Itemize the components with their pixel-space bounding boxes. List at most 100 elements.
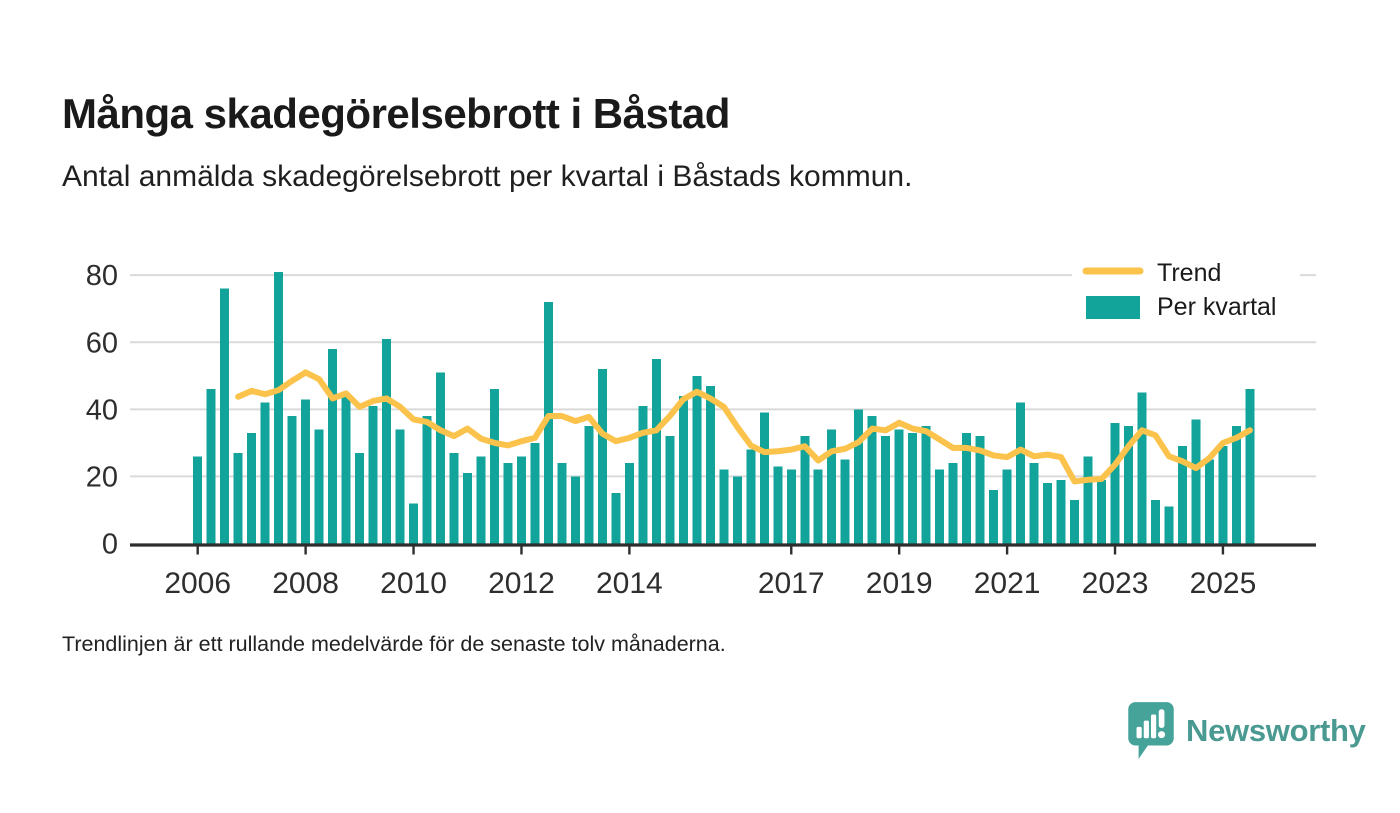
bar-2012-q3 — [543, 302, 553, 544]
bar-2010-q3 — [436, 372, 446, 544]
bar-2020-q3 — [975, 436, 985, 544]
bar-2019-q4 — [935, 469, 945, 544]
bar-2011-q4 — [503, 463, 513, 544]
bar-2020-q4 — [989, 489, 999, 544]
bar-2011-q3 — [489, 389, 499, 544]
bar-2022-q3 — [1083, 456, 1093, 544]
legend-trend-label: Trend — [1157, 259, 1221, 287]
bar-2025-q2 — [1231, 426, 1241, 544]
x-axis-label-2014: 2014 — [596, 567, 663, 600]
bar-2015-q4 — [719, 469, 729, 544]
bar-2014-q1 — [624, 463, 634, 544]
bar-2022-q2 — [1070, 499, 1080, 544]
y-axis-label-0: 0 — [102, 529, 118, 561]
x-axis-label-2019: 2019 — [866, 567, 933, 600]
x-axis-label-2017: 2017 — [758, 567, 825, 600]
bar-2010-q2 — [422, 416, 432, 544]
bar-2021-q2 — [1016, 402, 1026, 544]
bar-2012-q1 — [516, 456, 526, 544]
bar-2014-q3 — [651, 359, 661, 544]
bar-2016-q1 — [732, 476, 742, 544]
bar-2022-q4 — [1097, 479, 1107, 544]
bar-2024-q3 — [1191, 419, 1201, 544]
x-axis-label-2010: 2010 — [380, 567, 447, 600]
bar-2017-q4 — [827, 429, 837, 544]
bar-2020-q1 — [948, 463, 958, 544]
bar-2012-q4 — [557, 463, 567, 544]
bar-2013-q2 — [584, 426, 594, 544]
bar-2014-q2 — [638, 405, 648, 544]
bar-2008-q3 — [328, 348, 338, 544]
bar-2007-q4 — [287, 416, 297, 544]
y-axis-label-80: 80 — [86, 260, 118, 292]
bar-2023-q1 — [1110, 422, 1120, 544]
x-axis-label-2023: 2023 — [1082, 567, 1149, 600]
x-axis-label-2006: 2006 — [164, 567, 231, 600]
bar-2009-q3 — [382, 338, 392, 544]
bar-2020-q2 — [962, 432, 972, 544]
bar-2007-q2 — [260, 402, 270, 544]
bar-2021-q3 — [1029, 463, 1039, 544]
bar-2021-q1 — [1002, 469, 1012, 544]
legend-bars-label: Per kvartal — [1157, 293, 1276, 321]
bar-2019-q2 — [908, 432, 918, 544]
newsworthy-logo: Newsworthy — [1126, 700, 1366, 762]
bar-2008-q4 — [341, 395, 351, 544]
bar-2018-q2 — [854, 409, 864, 544]
bar-2024-q4 — [1204, 459, 1214, 544]
bar-2011-q2 — [476, 456, 486, 544]
bar-2023-q4 — [1150, 499, 1160, 544]
bar-2019-q3 — [921, 426, 931, 544]
bar-2011-q1 — [463, 473, 472, 544]
bar-2024-q1 — [1164, 506, 1174, 544]
bar-2016-q3 — [759, 412, 769, 544]
bar-2013-q4 — [611, 493, 621, 544]
bar-2016-q2 — [746, 449, 756, 544]
bar-2010-q1 — [409, 503, 419, 544]
bar-2013-q3 — [597, 369, 607, 544]
newsworthy-bubble-icon — [1128, 702, 1174, 759]
x-axis-label-2025: 2025 — [1190, 567, 1257, 600]
bar-2021-q4 — [1043, 483, 1053, 544]
bar-2016-q4 — [773, 466, 783, 544]
bar-2017-q2 — [800, 436, 810, 544]
y-axis-label-60: 60 — [86, 327, 118, 359]
x-axis-label-2012: 2012 — [488, 567, 555, 600]
bar-2023-q3 — [1137, 392, 1147, 544]
legend-bars-swatch — [1086, 296, 1140, 319]
bar-2022-q1 — [1056, 479, 1066, 544]
bar-2006-q2 — [206, 389, 216, 544]
bar-2010-q4 — [449, 452, 459, 544]
x-axis-label-2008: 2008 — [272, 567, 339, 600]
trend-footnote: Trendlinjen är ett rullande medelvärde f… — [62, 632, 726, 656]
bar-2015-q1 — [678, 395, 688, 544]
bar-2006-q4 — [233, 452, 243, 544]
bar-2018-q4 — [881, 436, 891, 544]
page-title: Många skadegörelsebrott i Båstad — [62, 90, 730, 138]
bar-2006-q1 — [193, 456, 203, 544]
bar-2007-q3 — [274, 271, 284, 544]
bar-2013-q1 — [570, 476, 580, 544]
y-axis-label-20: 20 — [86, 461, 118, 493]
bar-2025-q3 — [1245, 389, 1255, 544]
bar-2018-q3 — [867, 416, 877, 544]
bar-2008-q1 — [301, 399, 311, 544]
bar-2023-q2 — [1124, 426, 1134, 544]
x-axis-label-2021: 2021 — [974, 567, 1041, 600]
bar-2015-q3 — [705, 385, 715, 544]
bar-2007-q1 — [247, 432, 257, 544]
bar-2024-q2 — [1177, 446, 1187, 544]
trend-line — [235, 369, 1253, 485]
bar-2018-q1 — [840, 459, 850, 544]
bar-2019-q1 — [894, 429, 904, 544]
bar-2017-q1 — [786, 469, 796, 544]
bar-2008-q2 — [314, 429, 324, 544]
bar-2015-q2 — [692, 375, 702, 544]
newsworthy-wordmark: Newsworthy — [1186, 713, 1366, 748]
chart-subtitle: Antal anmälda skadegörelsebrott per kvar… — [62, 160, 913, 193]
bar-2009-q1 — [355, 452, 365, 544]
bar-2025-q1 — [1218, 446, 1228, 544]
bar-2014-q4 — [665, 436, 675, 544]
bar-2017-q3 — [813, 469, 823, 544]
